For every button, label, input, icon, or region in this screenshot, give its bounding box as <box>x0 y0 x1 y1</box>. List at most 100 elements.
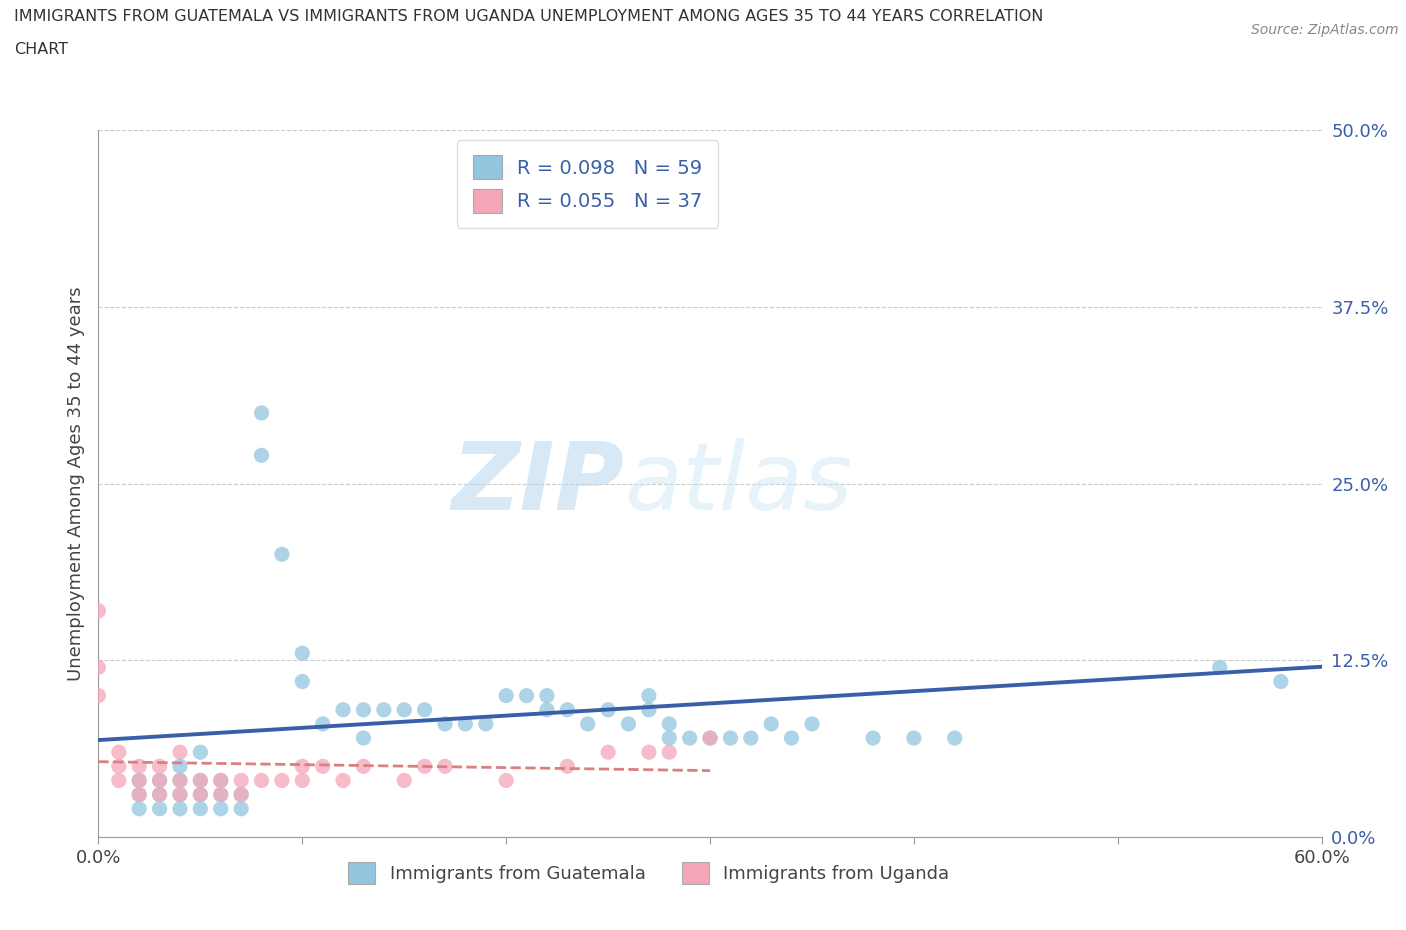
Point <box>169 787 191 802</box>
Point <box>128 773 150 788</box>
Point <box>718 731 742 746</box>
Point <box>679 731 702 746</box>
Point <box>169 745 191 760</box>
Y-axis label: Unemployment Among Ages 35 to 44 years: Unemployment Among Ages 35 to 44 years <box>66 286 84 681</box>
Point <box>270 547 294 562</box>
Point <box>598 702 620 717</box>
Point <box>637 702 661 717</box>
Point <box>943 731 966 746</box>
Point <box>495 773 517 788</box>
Point <box>434 759 457 774</box>
Point <box>413 759 436 774</box>
Point <box>495 688 517 703</box>
Point <box>188 773 212 788</box>
Point <box>169 759 191 774</box>
Point <box>352 702 374 717</box>
Point <box>209 787 232 802</box>
Point <box>188 802 212 817</box>
Point <box>658 745 681 760</box>
Point <box>188 787 212 802</box>
Point <box>637 688 661 703</box>
Point <box>231 802 253 817</box>
Point <box>87 688 110 703</box>
Point <box>291 674 314 689</box>
Point <box>555 702 579 717</box>
Point <box>209 787 232 802</box>
Point <box>149 773 172 788</box>
Point <box>332 702 354 717</box>
Point <box>250 773 273 788</box>
Point <box>536 702 558 717</box>
Point <box>291 773 314 788</box>
Point <box>188 745 212 760</box>
Point <box>108 745 131 760</box>
Point <box>312 716 335 731</box>
Point <box>637 745 661 760</box>
Point <box>555 759 579 774</box>
Point <box>516 688 538 703</box>
Point <box>128 787 150 802</box>
Point <box>128 773 150 788</box>
Point <box>209 773 232 788</box>
Point <box>128 787 150 802</box>
Point <box>108 773 131 788</box>
Text: IMMIGRANTS FROM GUATEMALA VS IMMIGRANTS FROM UGANDA UNEMPLOYMENT AMONG AGES 35 T: IMMIGRANTS FROM GUATEMALA VS IMMIGRANTS … <box>14 9 1043 24</box>
Point <box>250 405 273 420</box>
Point <box>188 787 212 802</box>
Point <box>209 802 232 817</box>
Point <box>291 645 314 660</box>
Point <box>699 731 721 746</box>
Point <box>291 759 314 774</box>
Point <box>169 802 191 817</box>
Point <box>169 773 191 788</box>
Point <box>1209 660 1232 675</box>
Point <box>149 787 172 802</box>
Point <box>128 759 150 774</box>
Point <box>352 759 374 774</box>
Point <box>536 688 558 703</box>
Point <box>270 773 294 788</box>
Point <box>454 716 477 731</box>
Point <box>87 660 110 675</box>
Point <box>617 716 640 731</box>
Point <box>332 773 354 788</box>
Point <box>169 773 191 788</box>
Point <box>495 166 517 180</box>
Point <box>598 745 620 760</box>
Point <box>128 802 150 817</box>
Point <box>740 731 762 746</box>
Text: ZIP: ZIP <box>451 438 624 529</box>
Point <box>250 448 273 463</box>
Point <box>312 759 335 774</box>
Point <box>576 716 599 731</box>
Point <box>188 773 212 788</box>
Point <box>780 731 803 746</box>
Point <box>149 759 172 774</box>
Point <box>413 702 436 717</box>
Point <box>699 731 721 746</box>
Point <box>231 787 253 802</box>
Point <box>108 759 131 774</box>
Text: Source: ZipAtlas.com: Source: ZipAtlas.com <box>1251 23 1399 37</box>
Point <box>1270 674 1292 689</box>
Point <box>352 731 374 746</box>
Point <box>658 716 681 731</box>
Point <box>149 773 172 788</box>
Point <box>169 787 191 802</box>
Point <box>209 773 232 788</box>
Point <box>231 787 253 802</box>
Point <box>761 716 783 731</box>
Point <box>434 716 457 731</box>
Point <box>149 802 172 817</box>
Point <box>903 731 925 746</box>
Point <box>231 773 253 788</box>
Point <box>149 787 172 802</box>
Point <box>862 731 884 746</box>
Legend: Immigrants from Guatemala, Immigrants from Uganda: Immigrants from Guatemala, Immigrants fr… <box>333 848 965 898</box>
Point <box>392 702 416 717</box>
Point <box>87 604 110 618</box>
Text: CHART: CHART <box>14 42 67 57</box>
Point <box>474 716 498 731</box>
Text: atlas: atlas <box>624 438 852 529</box>
Point <box>392 773 416 788</box>
